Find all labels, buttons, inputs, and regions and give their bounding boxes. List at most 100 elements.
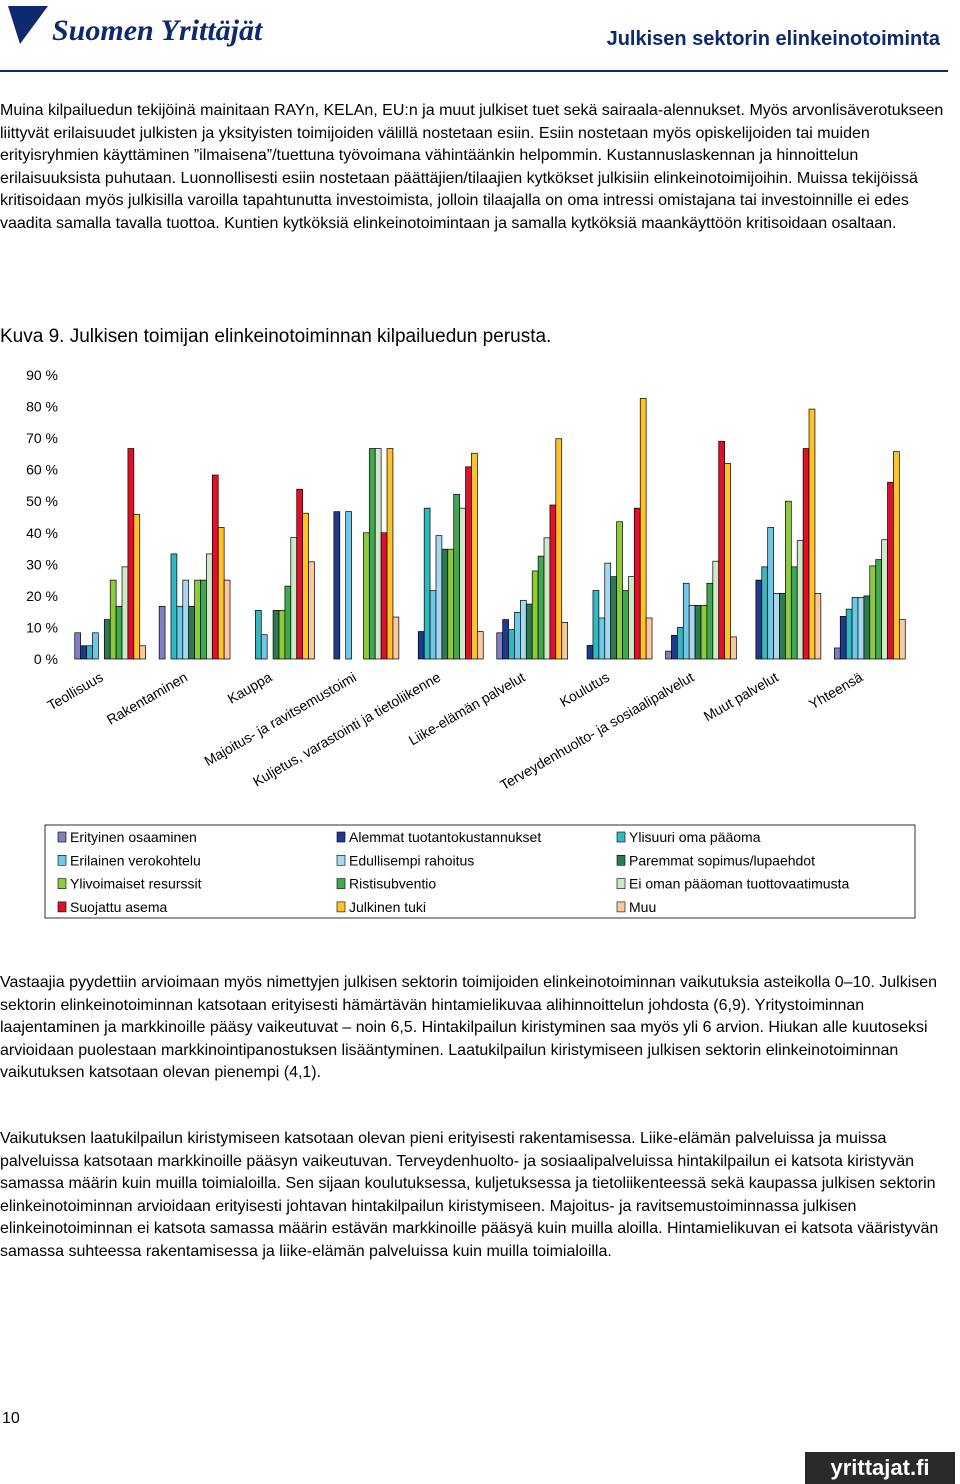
legend-swatch bbox=[336, 854, 346, 866]
bar bbox=[368, 448, 376, 660]
bar bbox=[537, 555, 545, 660]
paragraph: Muina kilpailuedun tekijöinä mainitaan R… bbox=[0, 102, 944, 232]
bar bbox=[845, 608, 853, 660]
x-tick-label: Koulutus bbox=[557, 669, 612, 710]
bar bbox=[761, 566, 769, 660]
bar bbox=[272, 610, 280, 660]
bar bbox=[893, 451, 900, 660]
bar bbox=[633, 507, 641, 660]
bar bbox=[616, 521, 623, 660]
legend-label: Edullisempi rahoitus bbox=[349, 852, 474, 868]
y-tick-label: 50 % bbox=[26, 493, 58, 509]
bar bbox=[610, 576, 617, 660]
bar bbox=[260, 634, 268, 660]
bar bbox=[598, 617, 606, 660]
bar bbox=[471, 452, 478, 660]
bar bbox=[688, 605, 696, 660]
paragraph: Vaikutuksen laatukilpailun kiristymiseen… bbox=[0, 1130, 939, 1260]
bar bbox=[887, 481, 894, 660]
bar bbox=[435, 535, 443, 660]
bar bbox=[549, 504, 557, 660]
x-tick-label: Kauppa bbox=[225, 669, 275, 707]
bar bbox=[555, 438, 563, 660]
legend-label: Ristisubventio bbox=[349, 876, 436, 892]
y-tick-label: 40 % bbox=[26, 525, 58, 541]
legend-label: Paremmat sopimus/lupaehdot bbox=[629, 852, 815, 868]
bar bbox=[74, 632, 82, 660]
bar bbox=[665, 650, 672, 660]
bar bbox=[158, 605, 166, 660]
x-tick-label: Muut palvelut bbox=[701, 669, 781, 725]
x-tick-label: Teollisuus bbox=[44, 669, 105, 714]
bar bbox=[790, 566, 798, 660]
bar bbox=[712, 560, 720, 660]
bar bbox=[796, 540, 804, 660]
bar bbox=[814, 593, 822, 660]
bar bbox=[682, 582, 690, 660]
bar bbox=[730, 636, 737, 660]
bar bbox=[363, 532, 370, 660]
y-tick-label: 90 % bbox=[26, 367, 58, 383]
bar bbox=[441, 548, 449, 660]
x-tick-label: Yhteensä bbox=[806, 669, 865, 713]
y-tick-label: 70 % bbox=[26, 430, 58, 446]
bar bbox=[333, 511, 341, 660]
legend-swatch bbox=[616, 854, 626, 866]
bar bbox=[767, 527, 774, 660]
bar bbox=[514, 611, 521, 660]
bar bbox=[217, 527, 225, 660]
y-tick-label: 0 % bbox=[34, 651, 58, 667]
bar bbox=[706, 582, 714, 660]
bar bbox=[645, 617, 653, 660]
bar bbox=[863, 595, 871, 660]
logo: Suomen Yrittäjät bbox=[52, 14, 263, 47]
bar bbox=[875, 559, 882, 660]
bar bbox=[496, 632, 504, 660]
footer-logo: yrittajat.fi bbox=[805, 1452, 955, 1484]
bar bbox=[170, 553, 178, 660]
bar bbox=[447, 548, 455, 660]
bar bbox=[127, 448, 135, 660]
legend-label: Julkinen tuki bbox=[349, 899, 426, 915]
bar bbox=[139, 645, 146, 660]
bar bbox=[278, 610, 286, 660]
bar bbox=[869, 565, 877, 660]
bar bbox=[543, 537, 551, 660]
bar bbox=[423, 507, 431, 660]
bar bbox=[417, 631, 425, 660]
bar bbox=[182, 579, 190, 660]
bar bbox=[284, 585, 292, 660]
paragraph: Vastaajia pyydettiin arvioimaan myös nim… bbox=[0, 974, 938, 1082]
bar bbox=[465, 466, 472, 660]
bar bbox=[429, 590, 437, 660]
bar bbox=[459, 507, 466, 660]
bar bbox=[839, 616, 847, 660]
legend-label: Ei oman pääoman tuottovaatimusta bbox=[629, 876, 849, 892]
bar bbox=[223, 579, 231, 660]
bar bbox=[296, 488, 303, 660]
bar bbox=[86, 645, 93, 660]
bar bbox=[92, 632, 99, 660]
bar bbox=[779, 593, 786, 660]
bar bbox=[785, 500, 792, 660]
y-tick-label: 30 % bbox=[26, 556, 58, 572]
bar bbox=[671, 634, 678, 660]
bar bbox=[453, 493, 460, 660]
y-tick-label: 10 % bbox=[26, 619, 58, 635]
bar bbox=[255, 610, 262, 660]
bar bbox=[808, 408, 816, 660]
bar bbox=[525, 603, 533, 660]
legend-swatch bbox=[616, 831, 626, 843]
bar bbox=[881, 539, 888, 660]
bar bbox=[639, 398, 647, 660]
bar bbox=[200, 579, 207, 660]
header-title: Julkisen sektorin elinkeinotoiminta bbox=[606, 28, 940, 50]
legend-swatch bbox=[57, 854, 67, 866]
legend-swatch bbox=[57, 901, 67, 913]
bar bbox=[302, 512, 309, 660]
bar bbox=[755, 579, 763, 660]
legend-swatch bbox=[336, 878, 346, 889]
legend-swatch bbox=[336, 901, 346, 913]
bar bbox=[290, 537, 298, 660]
